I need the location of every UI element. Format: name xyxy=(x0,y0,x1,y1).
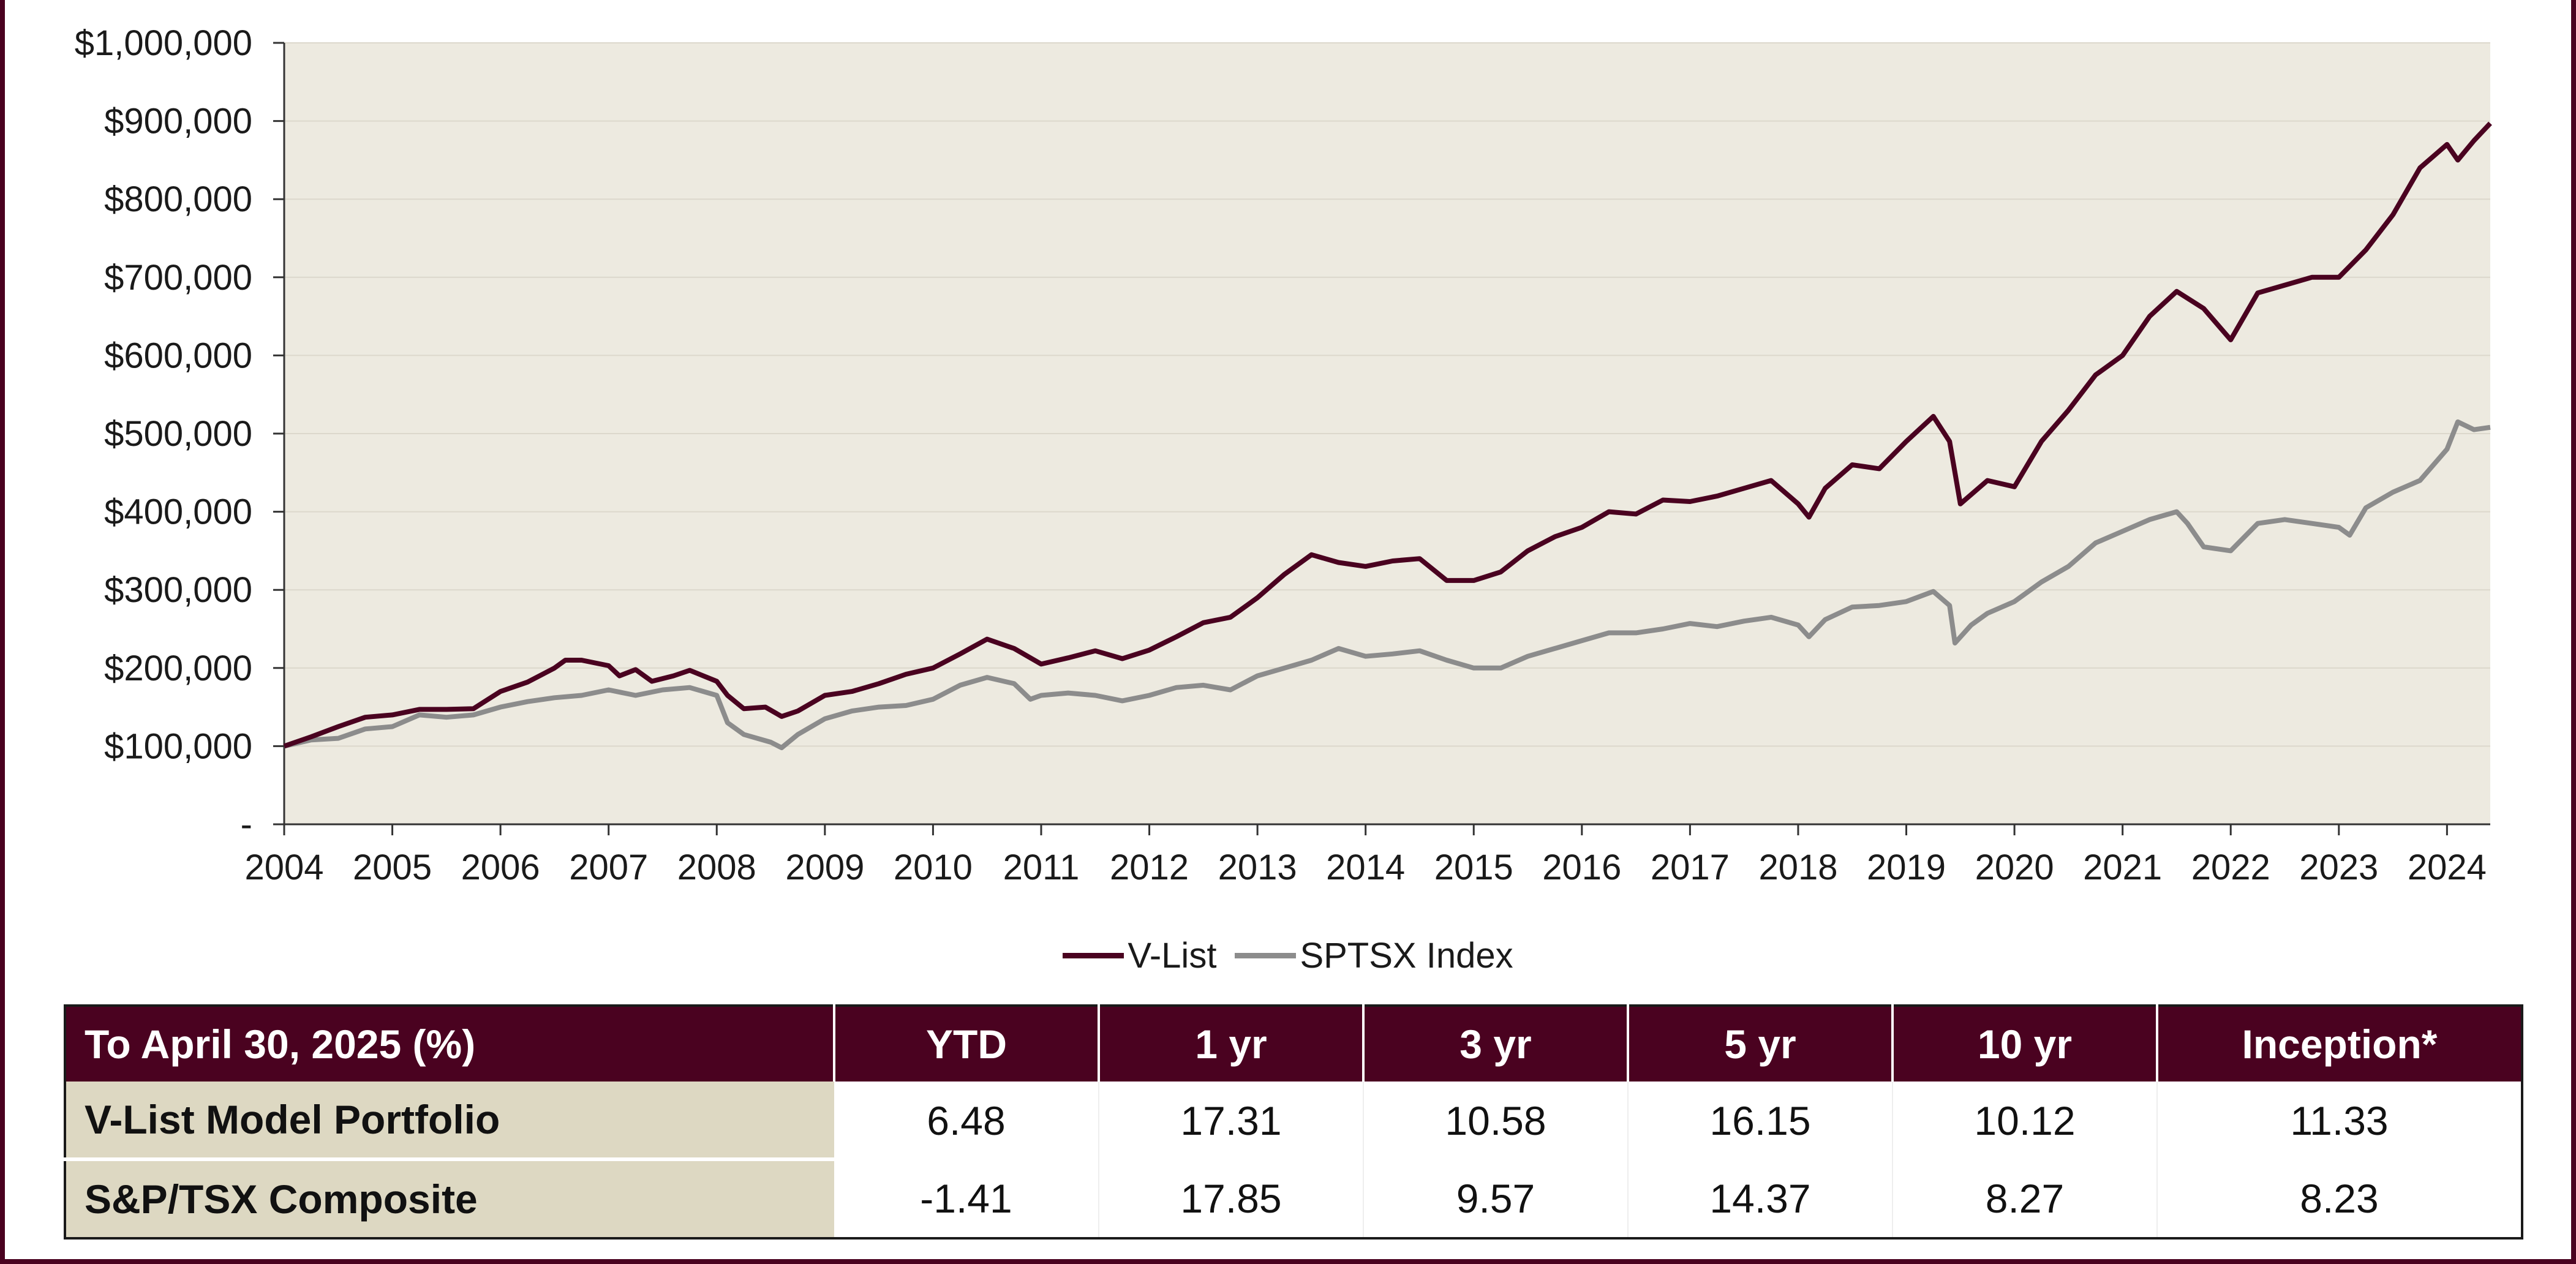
legend-item-sptsx: SPTSX Index xyxy=(1235,935,1513,976)
x-tick-label: 2021 xyxy=(2083,848,2162,887)
x-tick-label: 2020 xyxy=(1975,848,2054,887)
table-cell: 11.33 xyxy=(2290,1097,2389,1143)
y-tick-label: $800,000 xyxy=(104,179,252,219)
legend-label-sptsx: SPTSX Index xyxy=(1300,935,1513,976)
table-cell: 17.85 xyxy=(1099,1159,1364,1238)
y-tick-label: - xyxy=(241,805,252,845)
legend-label-v-list: V-List xyxy=(1128,935,1217,976)
x-tick-label: 2022 xyxy=(2191,848,2270,887)
x-tick-label: 2004 xyxy=(244,848,323,887)
legend-swatch-v-list xyxy=(1063,952,1124,958)
table-cell: 10.58 xyxy=(1363,1082,1629,1159)
table-cell: 8.23 xyxy=(2300,1175,2379,1221)
x-tick-label: 2015 xyxy=(1434,848,1513,887)
table-cell: -1.41 xyxy=(834,1159,1099,1238)
x-tick-label: 2009 xyxy=(785,848,864,887)
header-3yr: 3 yr xyxy=(1363,1006,1629,1082)
y-tick-label: $300,000 xyxy=(104,570,252,610)
series-lines xyxy=(283,121,2492,750)
x-tick-label: 2024 xyxy=(2408,848,2487,887)
x-tick-label: 2016 xyxy=(1542,848,1621,887)
table-cell: 8.27 xyxy=(1892,1159,2158,1238)
x-tick-label: 2010 xyxy=(894,848,973,887)
x-tick-label: 2013 xyxy=(1218,848,1297,887)
x-tick-label: 2017 xyxy=(1651,848,1730,887)
line-chart: - $100,000 $200,000 $300,000 $400,000 $500,00… xyxy=(75,23,2492,887)
x-tick-label: 2023 xyxy=(2299,848,2378,887)
table-cell: 14.37 xyxy=(1628,1159,1893,1238)
performance-table: To April 30, 2025 (%) YTD 1 yr 3 yr 5 yr… xyxy=(64,1004,2523,1240)
x-axis-ticks: 2004 2005 2006 2007 2008 2009 2010 2011 2012 2013… xyxy=(244,824,2487,887)
row-label: S&P/TSX Composite xyxy=(65,1159,834,1238)
table-cell: 17.31 xyxy=(1099,1082,1364,1159)
table-cell: 10.12 xyxy=(1892,1082,2158,1159)
x-tick-label: 2006 xyxy=(461,848,540,887)
table-cell: 9.57 xyxy=(1363,1159,1629,1238)
table-cell: 6.48 xyxy=(834,1082,1099,1159)
row-label: V-List Model Portfolio xyxy=(65,1082,834,1161)
header-5yr: 5 yr xyxy=(1628,1006,1894,1082)
x-tick-label: 2005 xyxy=(353,848,432,887)
legend-swatch-sptsx xyxy=(1235,952,1297,958)
x-tick-label: 2011 xyxy=(1003,848,1080,887)
sptsx-index-line xyxy=(284,419,2491,750)
legend: V-List SPTSX Index xyxy=(0,931,2576,980)
table-row: V-List Model Portfolio 6.48 17.31 10.58 … xyxy=(65,1082,2522,1161)
y-tick-label: $600,000 xyxy=(104,336,252,375)
legend-item-v-list: V-List xyxy=(1063,935,1216,976)
table-cell: 16.15 xyxy=(1628,1082,1893,1159)
gridlines xyxy=(284,42,2490,747)
y-tick-label: $900,000 xyxy=(104,102,252,141)
y-tick-label: $500,000 xyxy=(104,414,252,454)
header-inception: Inception* xyxy=(2157,1006,2522,1082)
header-1yr: 1 yr xyxy=(1099,1006,1365,1082)
y-tick-label: $200,000 xyxy=(104,649,252,688)
header-period: To April 30, 2025 (%) xyxy=(65,1006,835,1082)
y-tick-label: $1,000,000 xyxy=(75,23,252,63)
y-tick-label: $400,000 xyxy=(104,492,252,532)
table-header-row: To April 30, 2025 (%) YTD 1 yr 3 yr 5 yr… xyxy=(65,1006,2522,1082)
header-10yr: 10 yr xyxy=(1892,1006,2158,1082)
table-row: S&P/TSX Composite -1.41 17.85 9.57 14.37… xyxy=(65,1159,2522,1238)
x-tick-label: 2019 xyxy=(1867,848,1946,887)
v-list-line xyxy=(283,121,2492,749)
x-tick-label: 2007 xyxy=(569,848,648,887)
x-tick-label: 2014 xyxy=(1326,848,1405,887)
y-tick-label: $100,000 xyxy=(104,726,252,766)
x-tick-label: 2012 xyxy=(1110,848,1189,887)
x-tick-label: 2008 xyxy=(677,848,756,887)
header-ytd: YTD xyxy=(834,1006,1100,1082)
y-tick-label: $700,000 xyxy=(104,258,252,298)
x-tick-label: 2018 xyxy=(1758,848,1837,887)
y-axis-ticks: - $100,000 $200,000 $300,000 $400,000 $500,00… xyxy=(75,23,284,845)
